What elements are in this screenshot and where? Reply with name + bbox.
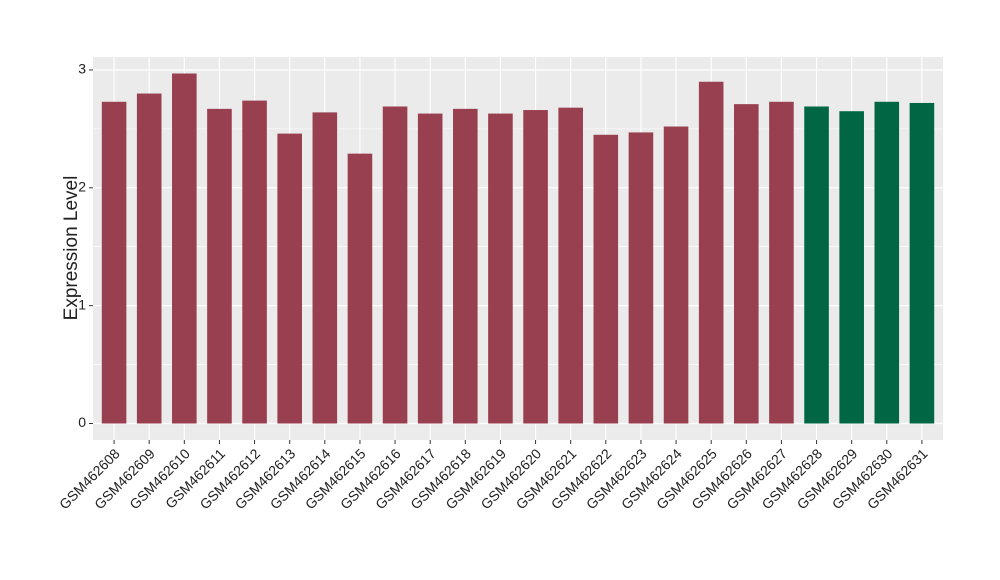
y-tick-label: 2 xyxy=(78,179,86,195)
bar xyxy=(101,101,127,424)
y-tick-label: 3 xyxy=(78,61,86,77)
bar xyxy=(417,113,443,424)
bar xyxy=(769,101,794,424)
bar xyxy=(277,133,302,424)
bar xyxy=(347,153,373,424)
bar xyxy=(207,108,232,424)
bar xyxy=(874,101,900,424)
bar xyxy=(663,126,689,424)
bar xyxy=(172,73,197,424)
bar xyxy=(839,111,864,424)
y-tick-label: 1 xyxy=(78,296,86,312)
bar xyxy=(698,81,724,424)
bar xyxy=(242,100,267,424)
bar xyxy=(909,102,935,424)
bar xyxy=(453,108,478,424)
y-axis-title: Expression Level xyxy=(61,176,82,321)
y-tick-label: 0 xyxy=(78,414,86,430)
bar xyxy=(312,112,338,424)
bar xyxy=(628,132,654,424)
bar xyxy=(382,106,408,424)
bar xyxy=(593,134,619,424)
bar xyxy=(734,104,759,424)
bar xyxy=(804,106,829,424)
bar xyxy=(523,110,548,424)
plot-panel xyxy=(93,57,943,440)
bar xyxy=(136,93,162,424)
bar xyxy=(558,107,583,424)
bar xyxy=(488,113,513,424)
